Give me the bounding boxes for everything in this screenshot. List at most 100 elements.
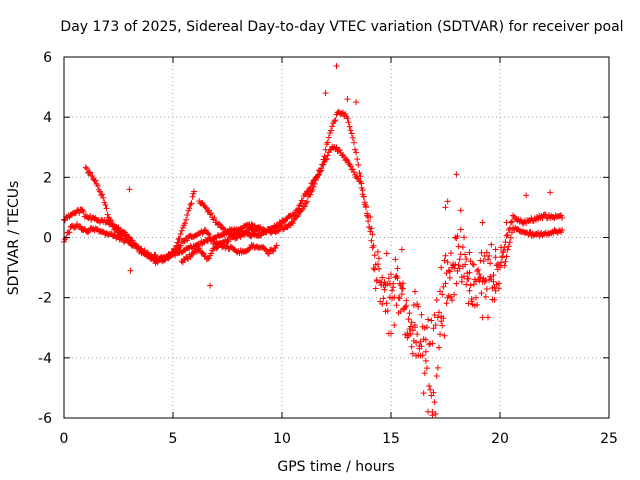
chart-title: Day 173 of 2025, Sidereal Day-to-day VTE… bbox=[60, 19, 623, 35]
data-point bbox=[431, 311, 438, 318]
data-point bbox=[357, 173, 364, 180]
data-point bbox=[255, 226, 262, 233]
data-point bbox=[477, 274, 484, 281]
data-point bbox=[388, 330, 394, 337]
data-point bbox=[510, 212, 517, 219]
data-point bbox=[104, 211, 111, 218]
data-point bbox=[347, 127, 354, 134]
data-point bbox=[478, 249, 485, 256]
data-point bbox=[368, 237, 375, 244]
data-point bbox=[444, 198, 451, 205]
data-point bbox=[498, 259, 505, 266]
data-point bbox=[263, 229, 270, 236]
data-point bbox=[184, 211, 191, 218]
data-point bbox=[458, 274, 465, 281]
data-point bbox=[414, 331, 421, 338]
data-point bbox=[167, 252, 174, 259]
data-point bbox=[492, 254, 499, 261]
data-point bbox=[488, 241, 495, 248]
data-point bbox=[328, 127, 335, 134]
data-point bbox=[482, 293, 489, 300]
data-point bbox=[332, 117, 339, 124]
data-point bbox=[440, 315, 447, 322]
x-tick-label: 15 bbox=[382, 431, 400, 447]
data-point bbox=[208, 210, 215, 217]
data-point bbox=[398, 285, 405, 292]
data-point bbox=[395, 294, 402, 301]
data-point bbox=[345, 119, 352, 126]
data-point bbox=[89, 173, 96, 180]
data-point bbox=[215, 220, 222, 227]
data-point bbox=[362, 203, 369, 210]
data-point bbox=[437, 288, 444, 295]
data-point bbox=[461, 234, 468, 241]
data-point bbox=[393, 273, 400, 280]
data-point bbox=[103, 205, 110, 212]
data-point bbox=[394, 265, 401, 272]
data-point bbox=[353, 99, 360, 106]
data-point bbox=[467, 282, 474, 289]
data-point bbox=[479, 314, 486, 321]
data-point bbox=[474, 268, 481, 275]
data-point bbox=[417, 352, 424, 359]
data-point bbox=[211, 245, 218, 252]
data-point bbox=[189, 193, 196, 200]
data-point bbox=[320, 156, 327, 163]
data-point bbox=[391, 294, 398, 301]
data-point bbox=[406, 326, 413, 333]
data-point bbox=[127, 267, 134, 274]
data-point bbox=[456, 265, 463, 272]
data-point bbox=[441, 332, 448, 339]
data-point bbox=[435, 344, 442, 351]
data-point bbox=[318, 165, 325, 172]
data-point bbox=[379, 301, 386, 308]
data-point bbox=[294, 213, 301, 220]
data-point bbox=[480, 275, 487, 282]
x-tick-label: 5 bbox=[169, 431, 178, 447]
data-point bbox=[456, 256, 463, 263]
data-point bbox=[439, 322, 446, 329]
data-point bbox=[353, 149, 360, 156]
data-point bbox=[360, 193, 367, 200]
data-point bbox=[372, 285, 379, 292]
data-point bbox=[411, 288, 418, 295]
data-point bbox=[390, 280, 397, 287]
data-point bbox=[507, 234, 514, 241]
data-point bbox=[443, 300, 450, 307]
data-point bbox=[371, 252, 378, 259]
data-point bbox=[176, 235, 183, 242]
data-point bbox=[429, 408, 436, 415]
data-point bbox=[492, 287, 499, 294]
data-point bbox=[462, 251, 469, 258]
data-point bbox=[168, 251, 175, 258]
data-point bbox=[369, 244, 376, 251]
data-point bbox=[207, 282, 214, 289]
data-point bbox=[220, 225, 227, 232]
data-point bbox=[350, 139, 357, 146]
data-point bbox=[344, 96, 351, 103]
data-point bbox=[451, 291, 458, 298]
data-point bbox=[295, 205, 302, 212]
data-point bbox=[430, 389, 437, 396]
data-point bbox=[506, 225, 513, 232]
data-point bbox=[405, 332, 412, 339]
data-point bbox=[392, 256, 399, 263]
data-point bbox=[208, 250, 215, 257]
data-point bbox=[319, 161, 326, 168]
data-point bbox=[179, 259, 186, 266]
data-point bbox=[322, 90, 329, 97]
data-point bbox=[491, 296, 498, 303]
x-tick-label: 25 bbox=[600, 431, 618, 447]
data-point bbox=[490, 272, 497, 279]
y-tick-label: 4 bbox=[43, 110, 52, 126]
data-point bbox=[503, 219, 510, 226]
data-point bbox=[416, 345, 423, 352]
data-point bbox=[454, 233, 461, 240]
data-point bbox=[445, 267, 452, 274]
data-point bbox=[438, 318, 445, 325]
data-point bbox=[468, 296, 475, 303]
data-point bbox=[485, 256, 492, 263]
data-point bbox=[481, 278, 488, 285]
data-point bbox=[486, 252, 493, 259]
data-point bbox=[475, 266, 482, 273]
